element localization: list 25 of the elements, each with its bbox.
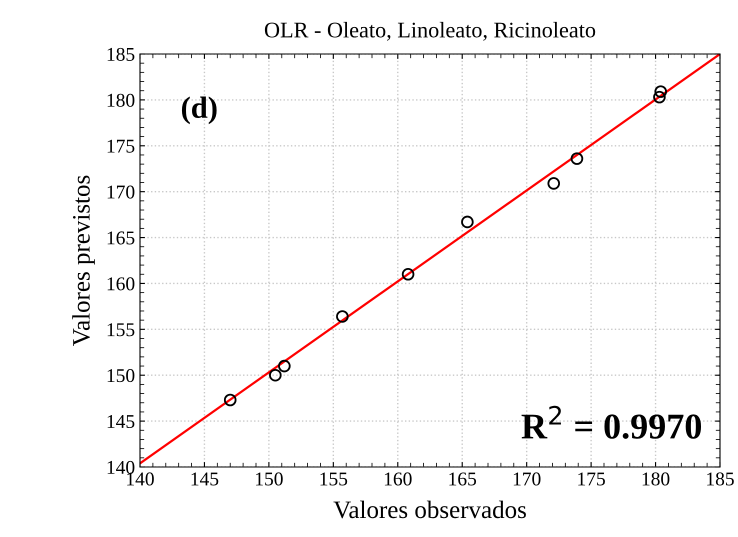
annotation: R$^{2}$ = 0.9970 bbox=[522, 406, 702, 439]
x-tick-label: 180 bbox=[642, 472, 670, 486]
x-tick-label: 170 bbox=[514, 472, 541, 486]
y-tick-label: 145 bbox=[108, 415, 134, 428]
y-tick-label: 150 bbox=[108, 369, 134, 382]
y-tick-label: 175 bbox=[108, 140, 134, 153]
x-tick-label: 185 bbox=[707, 472, 734, 486]
annotation: (d) bbox=[182, 96, 217, 124]
y-tick-label: 160 bbox=[108, 277, 134, 290]
x-tick-label: 155 bbox=[320, 472, 348, 486]
y-tick-label: 140 bbox=[108, 460, 134, 474]
y-tick-label: 165 bbox=[108, 231, 134, 244]
x-axis-title: Valores observados bbox=[333, 500, 526, 518]
chart-title: OLR - Oleato, Linoleato, Ricinoleato bbox=[264, 22, 596, 41]
x-tick-label: 150 bbox=[256, 472, 283, 486]
y-tick-label: 180 bbox=[108, 94, 134, 107]
y-axis-title: Valores previstos bbox=[72, 176, 95, 346]
x-tick-label: 175 bbox=[578, 472, 605, 486]
y-tick-label: 155 bbox=[108, 323, 134, 336]
y-tick-label: 185 bbox=[108, 48, 134, 61]
x-tick-label: 140 bbox=[127, 472, 154, 486]
x-tick-label: 160 bbox=[384, 472, 412, 486]
y-tick-label: 170 bbox=[108, 185, 134, 199]
x-tick-label: 165 bbox=[449, 472, 476, 486]
x-tick-label: 145 bbox=[192, 472, 218, 486]
